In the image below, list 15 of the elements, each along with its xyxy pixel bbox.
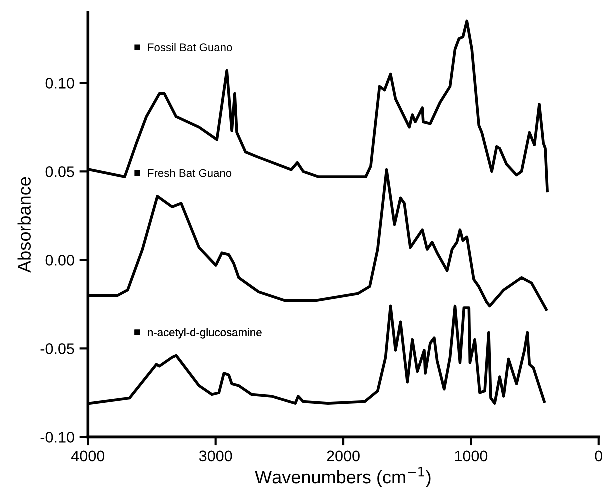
x-tick-label: 3000 — [199, 450, 232, 462]
x-tick-label: 4000 — [72, 450, 105, 462]
legend-label: Fresh Bat Guano — [148, 169, 232, 178]
y-axis-title: Absorbance — [18, 177, 32, 273]
legend-label: n-acetyl-d-glucosamine — [148, 328, 262, 339]
y-tick-label: -0.05 — [40, 344, 74, 354]
x-tick-label: 2000 — [327, 450, 360, 462]
x-axis-title: Wavenumbers (cm$^{−1}$) — [255, 467, 431, 488]
y-tick-label: 0.10 — [46, 78, 74, 89]
y-tick-label: -0.10 — [40, 432, 74, 443]
y-tick-label: 0.00 — [46, 255, 74, 266]
x-tick-label: 0 — [595, 450, 603, 462]
legend-label: Fossil Bat Guano — [148, 43, 232, 52]
x-tick-label: 1000 — [455, 450, 488, 462]
y-tick-label: 0.05 — [46, 166, 74, 178]
